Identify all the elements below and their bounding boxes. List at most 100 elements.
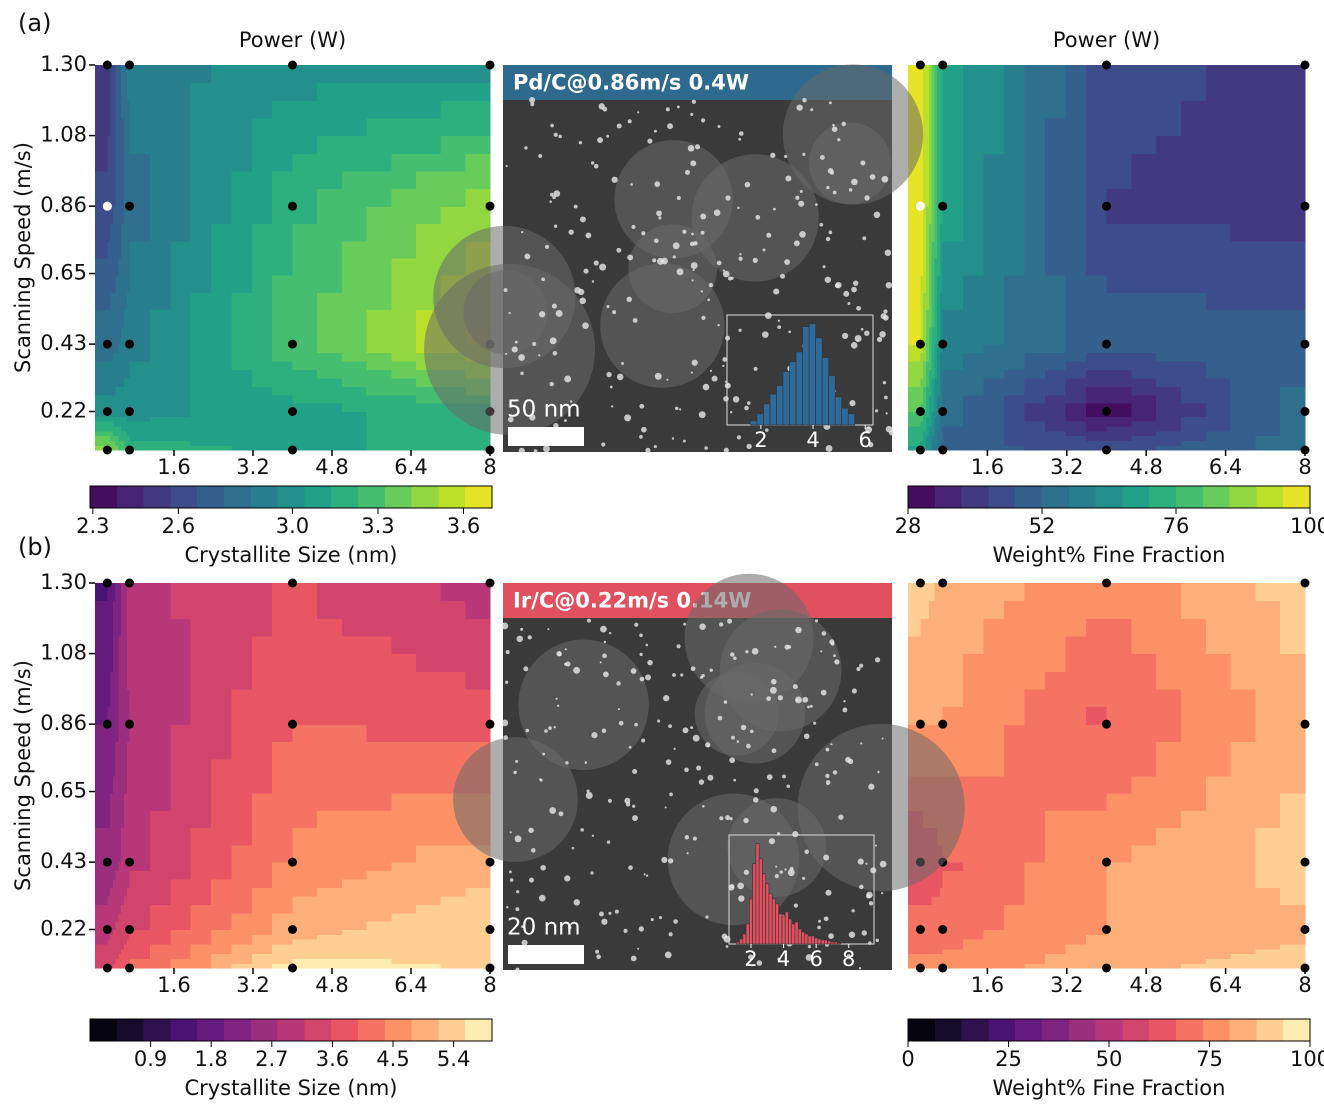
contour-cell	[1255, 189, 1280, 207]
contour-cell	[1086, 887, 1107, 896]
contour-cell	[130, 153, 151, 171]
contour-cell	[1004, 601, 1025, 619]
contour-cell	[130, 871, 151, 880]
contour-cell	[1181, 904, 1206, 913]
contour-cell	[1004, 776, 1025, 794]
contour-cell	[1131, 189, 1156, 207]
contour-cell	[130, 759, 151, 777]
panel-label: (a)	[18, 9, 51, 37]
contour-cell	[1066, 845, 1087, 863]
contour-cell	[465, 904, 490, 913]
contour-cell	[1004, 793, 1025, 811]
contour-cell	[1255, 724, 1280, 742]
contour-cell	[170, 395, 191, 404]
contour-cell	[150, 887, 171, 896]
micrograph-particle	[747, 401, 751, 405]
contour-cell	[416, 862, 441, 871]
contour-cell	[1181, 275, 1206, 293]
contour-cell	[252, 921, 273, 930]
contour-cell	[1004, 921, 1025, 930]
contour-cell	[1156, 223, 1181, 241]
contour-cell	[211, 369, 232, 378]
contour-cell	[211, 845, 232, 863]
contour-cell	[1156, 654, 1181, 672]
contour-cell	[272, 258, 293, 276]
contour-cell	[1181, 963, 1206, 968]
contour-cell	[391, 421, 416, 426]
contour-cell	[367, 958, 392, 963]
micrograph-particle	[651, 918, 654, 921]
micrograph-particle	[739, 253, 741, 255]
contour-cell	[391, 310, 416, 328]
contour-cell	[391, 431, 416, 436]
micrograph-particle	[722, 365, 724, 367]
contour-cell	[1231, 963, 1256, 968]
contour-cell	[943, 949, 964, 954]
contour-cell	[1255, 436, 1280, 441]
contour-cell	[963, 887, 984, 896]
micrograph-particle	[556, 698, 558, 700]
contour-cell	[191, 189, 212, 207]
micrograph-particle	[813, 722, 816, 725]
micrograph-particle	[860, 161, 865, 166]
micrograph-particle	[700, 214, 706, 220]
contour-cell	[1086, 949, 1107, 954]
sample-point	[1102, 964, 1111, 973]
contour-cell	[150, 954, 171, 959]
contour-cell	[317, 601, 342, 619]
contour-cell	[272, 913, 293, 922]
contour-cell	[252, 416, 273, 421]
contour-cell	[1025, 378, 1046, 387]
colorbar-band	[935, 1019, 962, 1041]
contour-cell	[943, 353, 964, 362]
contour-cell	[1086, 810, 1107, 828]
micrograph-particle	[565, 662, 570, 667]
colorbar-band	[962, 486, 989, 508]
contour-cell	[1231, 654, 1256, 672]
micrograph-particle	[530, 102, 534, 106]
contour-cell	[984, 601, 1005, 619]
contour-cell	[1131, 426, 1156, 431]
contour-cell	[943, 887, 964, 896]
micrograph-particle	[754, 367, 758, 371]
contour-cell	[191, 378, 212, 387]
contour-cell	[1045, 671, 1066, 689]
contour-cell	[1045, 118, 1066, 136]
contour-cell	[1045, 879, 1066, 888]
contour-cell	[150, 310, 171, 328]
contour-cell	[191, 759, 212, 777]
contour-cell	[391, 958, 416, 963]
contour-cell	[963, 934, 984, 939]
contour-cell	[416, 136, 441, 154]
contour-cell	[984, 939, 1005, 944]
contour-cell	[1156, 741, 1181, 759]
micrograph-particle	[828, 933, 834, 939]
contour-cell	[963, 879, 984, 888]
contour-cell	[1025, 171, 1046, 189]
contour-cell	[252, 440, 273, 445]
contour-cell	[391, 436, 416, 441]
contour-cell	[391, 654, 416, 672]
contour-cell	[1066, 904, 1087, 913]
contour-cell	[1206, 958, 1231, 963]
micrograph-particle	[668, 858, 673, 863]
contour-cell	[1107, 939, 1132, 944]
hist-bar	[764, 404, 771, 425]
contour-cell	[367, 241, 392, 259]
contour-cell	[1004, 741, 1025, 759]
contour-cell	[191, 862, 212, 871]
contour-cell	[1181, 153, 1206, 171]
contour-cell	[1045, 83, 1066, 101]
contour-cell	[1206, 887, 1231, 896]
contour-cell	[441, 583, 466, 601]
micrograph-particle	[773, 289, 779, 295]
contour-cell	[367, 118, 392, 136]
contour-cell	[963, 904, 984, 913]
contour-cell	[963, 954, 984, 959]
contour-cell	[1025, 421, 1046, 426]
contour-cell	[1066, 353, 1087, 362]
contour-cell	[191, 275, 212, 293]
micrograph-particle	[661, 258, 668, 265]
contour-cell	[943, 223, 964, 241]
contour-cell	[191, 904, 212, 913]
